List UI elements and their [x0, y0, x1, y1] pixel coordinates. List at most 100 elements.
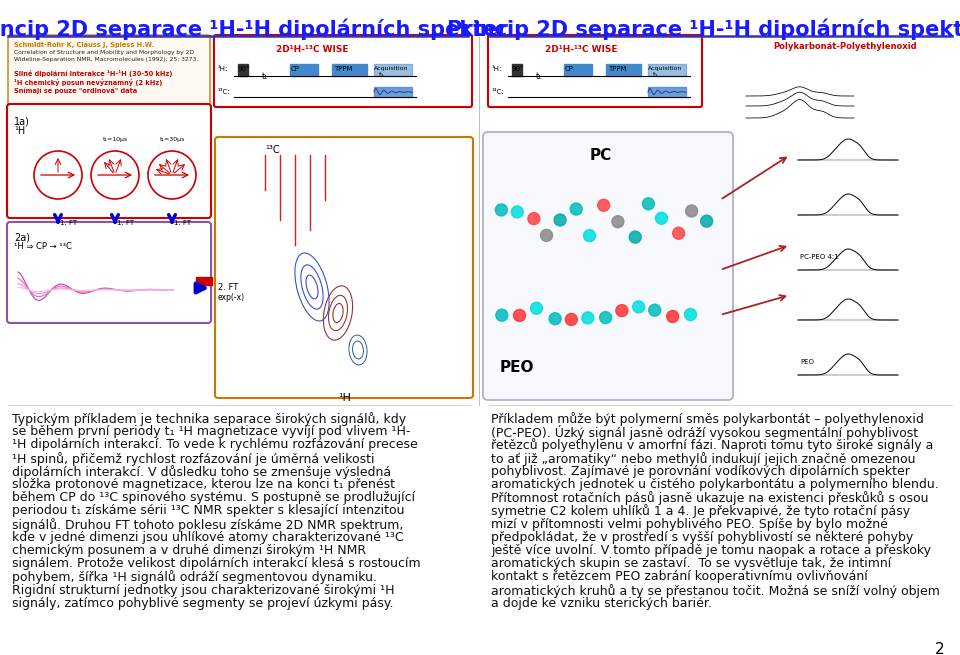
Text: kontakt s řetězcem PEO zabrání kooperativnímu ovlivňování: kontakt s řetězcem PEO zabrání kooperati…: [491, 571, 868, 584]
Text: (PC-PEO). Úzký signál jasně odráží vysokou segmentální pohyblivost: (PC-PEO). Úzký signál jasně odráží vysok…: [491, 425, 918, 440]
Circle shape: [565, 314, 577, 326]
Circle shape: [633, 301, 645, 313]
Circle shape: [656, 212, 667, 224]
Circle shape: [549, 312, 561, 325]
Circle shape: [514, 309, 525, 322]
Text: CP: CP: [291, 66, 300, 72]
Circle shape: [598, 199, 610, 212]
FancyBboxPatch shape: [488, 35, 702, 107]
Text: ¹H: ¹H: [339, 393, 351, 403]
Text: symetrie C2 kolem uhlíků 1 a 4. Je překvapivé, že tyto rotační pásy: symetrie C2 kolem uhlíků 1 a 4. Je překv…: [491, 504, 910, 518]
Circle shape: [649, 304, 660, 316]
Bar: [290, 64, 318, 76]
Circle shape: [540, 229, 553, 242]
Text: 2. FT: 2. FT: [218, 283, 238, 292]
Text: Princip 2D separace ¹H-¹H dipolárních spekter: Princip 2D separace ¹H-¹H dipolárních sp…: [0, 18, 508, 39]
Bar: [564, 64, 592, 76]
Text: složka protonové magnetizace, kterou lze na konci t₁ přenést: složka protonové magnetizace, kterou lze…: [12, 478, 395, 491]
Circle shape: [615, 305, 628, 316]
Circle shape: [642, 198, 655, 210]
Text: ¹H ⇒ CP → ¹³C: ¹H ⇒ CP → ¹³C: [14, 242, 72, 251]
Text: Přítomnost rotačních pásů jasně ukazuje na existenci přeskůků s osou: Přítomnost rotačních pásů jasně ukazuje …: [491, 491, 928, 505]
Text: Příkladem může být polymerní směs polykarbontát – polyethylenoxid: Příkladem může být polymerní směs polyka…: [491, 412, 924, 426]
Text: 2D¹H-¹³C WISE: 2D¹H-¹³C WISE: [276, 45, 348, 54]
Circle shape: [512, 206, 523, 218]
Text: 1. FT: 1. FT: [60, 220, 77, 226]
Text: PEO: PEO: [800, 359, 814, 365]
Text: to ať již „aromatiky“ nebo methylů indukují jejich značně omezenou: to ať již „aromatiky“ nebo methylů induk…: [491, 451, 916, 466]
Text: ¹H chemický posun nevýznamný (2 kHz): ¹H chemický posun nevýznamný (2 kHz): [14, 79, 162, 86]
Text: se během první periody t₁ ¹H magnetizace vyvíjí pod vlivem ¹H-: se během první periody t₁ ¹H magnetizace…: [12, 425, 410, 438]
FancyBboxPatch shape: [7, 222, 211, 323]
Text: ¹H:: ¹H:: [492, 66, 502, 72]
FancyBboxPatch shape: [483, 132, 733, 400]
Text: 2D¹H-¹³C WISE: 2D¹H-¹³C WISE: [545, 45, 617, 54]
Circle shape: [495, 309, 508, 321]
Text: a dojde ke vzniku sterických bariér.: a dojde ke vzniku sterických bariér.: [491, 597, 712, 610]
Circle shape: [629, 231, 641, 243]
FancyBboxPatch shape: [7, 104, 211, 218]
Circle shape: [554, 214, 566, 226]
Circle shape: [582, 312, 594, 324]
FancyBboxPatch shape: [214, 35, 472, 107]
Text: ¹³C:: ¹³C:: [218, 89, 230, 95]
Text: PEO: PEO: [500, 360, 535, 375]
Text: CP: CP: [565, 66, 574, 72]
Bar: [374, 64, 412, 76]
Circle shape: [495, 204, 507, 216]
Text: Snímají se pouze "ordinová" data: Snímají se pouze "ordinová" data: [14, 88, 137, 94]
Text: Rigidní strukturní jednotky jsou charakterizované širokými ¹H: Rigidní strukturní jednotky jsou charakt…: [12, 584, 395, 597]
Text: TPPM: TPPM: [334, 66, 352, 72]
Text: Schmidt-Rohr K, Clauss J, Spiess H.W.: Schmidt-Rohr K, Clauss J, Spiess H.W.: [14, 42, 154, 48]
Text: signálů. Druhou FT tohoto poklesu získáme 2D NMR spektrum,: signálů. Druhou FT tohoto poklesu získám…: [12, 517, 403, 532]
Text: 1. FT: 1. FT: [174, 220, 191, 226]
Text: Silné dipolární interakce ¹H-¹H (30-50 kHz): Silné dipolární interakce ¹H-¹H (30-50 k…: [14, 70, 173, 77]
Text: kde v jedné dimenzi jsou uhlíkové atomy charakterizované ¹³C: kde v jedné dimenzi jsou uhlíkové atomy …: [12, 531, 403, 544]
Bar: [606, 64, 641, 76]
FancyBboxPatch shape: [8, 35, 210, 107]
Circle shape: [528, 213, 540, 225]
Circle shape: [684, 309, 697, 320]
Text: t₂: t₂: [653, 72, 659, 78]
Text: ¹H dipolárních interakcí. To vede k rychlému rozfázování precese: ¹H dipolárních interakcí. To vede k rych…: [12, 438, 418, 451]
Text: t₁: t₁: [262, 72, 268, 81]
Text: Acquisition: Acquisition: [374, 66, 409, 71]
Text: t₁: t₁: [536, 72, 542, 81]
Text: aromatických jednotek u čistého polykarbontátu a polymerního blendu.: aromatických jednotek u čistého polykarb…: [491, 478, 939, 491]
Text: signály, zatímco pohyblivé segmenty se projeví úzkymi pásy.: signály, zatímco pohyblivé segmenty se p…: [12, 597, 394, 610]
Text: mizí v přítomnosti velmi pohyblivého PEO. Spíše by bylo možné: mizí v přítomnosti velmi pohyblivého PEO…: [491, 517, 888, 531]
Bar: [238, 64, 248, 76]
Text: 90°: 90°: [238, 66, 251, 72]
Text: aromatických kruhů a ty se přestanou točit. Možná se sníží volný objem: aromatických kruhů a ty se přestanou toč…: [491, 584, 940, 597]
Text: ¹³C:: ¹³C:: [492, 89, 505, 95]
Text: 90°: 90°: [512, 66, 524, 72]
Bar: [374, 87, 412, 97]
Text: chemickým posunem a v druhé dimenzi širokým ¹H NMR: chemickým posunem a v druhé dimenzi širo…: [12, 544, 366, 557]
Text: aromatických skupin se zastaví.  To se vysvětluje tak, že intimní: aromatických skupin se zastaví. To se vy…: [491, 557, 891, 571]
Circle shape: [600, 312, 612, 324]
Text: dipolárních interakcí. V důsledku toho se zmenšuje výsledná: dipolárních interakcí. V důsledku toho s…: [12, 465, 391, 479]
Circle shape: [570, 203, 582, 215]
Circle shape: [531, 302, 542, 314]
Text: Polykarbonát-Polyethylenoxid: Polykarbonát-Polyethylenoxid: [773, 42, 917, 51]
Text: TPPM: TPPM: [608, 66, 627, 72]
Text: pohybem, šířka ¹H signálů odráží segmentovou dynamiku.: pohybem, šířka ¹H signálů odráží segment…: [12, 571, 377, 584]
Circle shape: [685, 205, 698, 217]
Text: exp(-x): exp(-x): [218, 293, 245, 302]
Text: 2: 2: [935, 642, 945, 655]
Text: Princip 2D separace ¹H-¹H dipolárních spekter: Princip 2D separace ¹H-¹H dipolárních sp…: [446, 18, 960, 39]
Text: t₁=10μs: t₁=10μs: [103, 137, 128, 142]
Bar: [332, 64, 367, 76]
Circle shape: [666, 310, 679, 322]
Text: 2a): 2a): [14, 232, 30, 242]
Text: 1a): 1a): [14, 117, 30, 127]
Text: 1. FT: 1. FT: [117, 220, 134, 226]
Text: ¹H: ¹H: [14, 126, 25, 136]
Circle shape: [584, 230, 595, 242]
Bar: [648, 64, 686, 76]
FancyBboxPatch shape: [215, 137, 473, 398]
Circle shape: [612, 215, 624, 228]
Circle shape: [701, 215, 712, 227]
Text: předpokládat, že v prostředí s vyšší pohyblivostí se některé pohyby: předpokládat, že v prostředí s vyšší poh…: [491, 531, 913, 544]
Text: řetězců polyethylenu v amorfní fázi. Naproti tomu tyto široké signály a: řetězců polyethylenu v amorfní fázi. Nap…: [491, 438, 933, 453]
